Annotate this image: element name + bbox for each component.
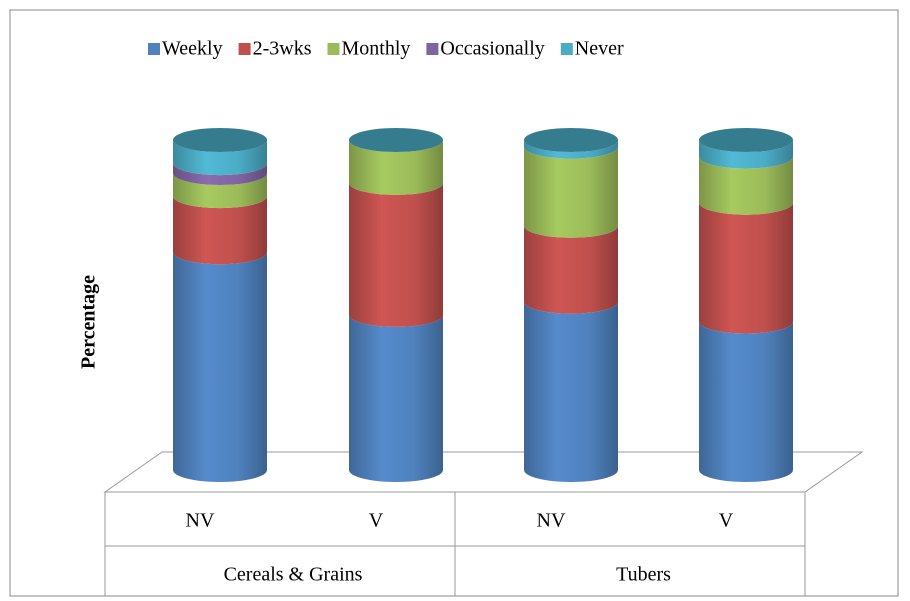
cylinder-segment xyxy=(524,225,618,314)
cylinder-cap xyxy=(173,128,267,152)
legend-swatch xyxy=(238,43,251,55)
cylinder-segment xyxy=(699,156,793,215)
cylinder-segment xyxy=(524,301,618,482)
legend-swatch xyxy=(148,43,160,55)
x-tick-label: V xyxy=(719,510,734,532)
legend-label: 2-3wks xyxy=(253,38,312,60)
cylinder-segment xyxy=(173,196,267,265)
cylinder-segment xyxy=(173,173,267,209)
cylinder-segment xyxy=(349,140,443,195)
x-tick-label: NV xyxy=(186,510,215,532)
cylinder-cap xyxy=(349,128,443,152)
cylinder-segment xyxy=(524,140,618,159)
group-label: Tubers xyxy=(616,564,671,586)
legend-swatch xyxy=(560,43,573,55)
legend-label: Monthly xyxy=(341,38,410,60)
cylinder-segment xyxy=(349,182,443,327)
legend-label: Occasionally xyxy=(440,38,544,60)
legend-label: Weekly xyxy=(162,38,223,60)
legend-swatch xyxy=(327,43,340,55)
cylinder-segment xyxy=(699,202,793,334)
x-tick-label: V xyxy=(369,510,384,532)
cylinder-cap xyxy=(524,128,618,152)
legend-label: Never xyxy=(575,38,624,60)
cylinder-segment xyxy=(699,140,793,169)
cylinder-segment xyxy=(699,321,793,482)
floor xyxy=(103,451,864,493)
group-label: Cereals & Grains xyxy=(224,564,363,586)
cylinder-segment xyxy=(349,314,443,482)
legend-swatch xyxy=(426,43,439,55)
cylinder-cap xyxy=(699,128,793,152)
y-axis-label: Percentage xyxy=(78,275,100,369)
cylinder-segment xyxy=(173,252,267,482)
x-tick-label: NV xyxy=(537,510,566,532)
cylinder-segment xyxy=(524,146,618,238)
cylinder-segment xyxy=(173,140,267,176)
cylinder-segment xyxy=(173,163,267,185)
